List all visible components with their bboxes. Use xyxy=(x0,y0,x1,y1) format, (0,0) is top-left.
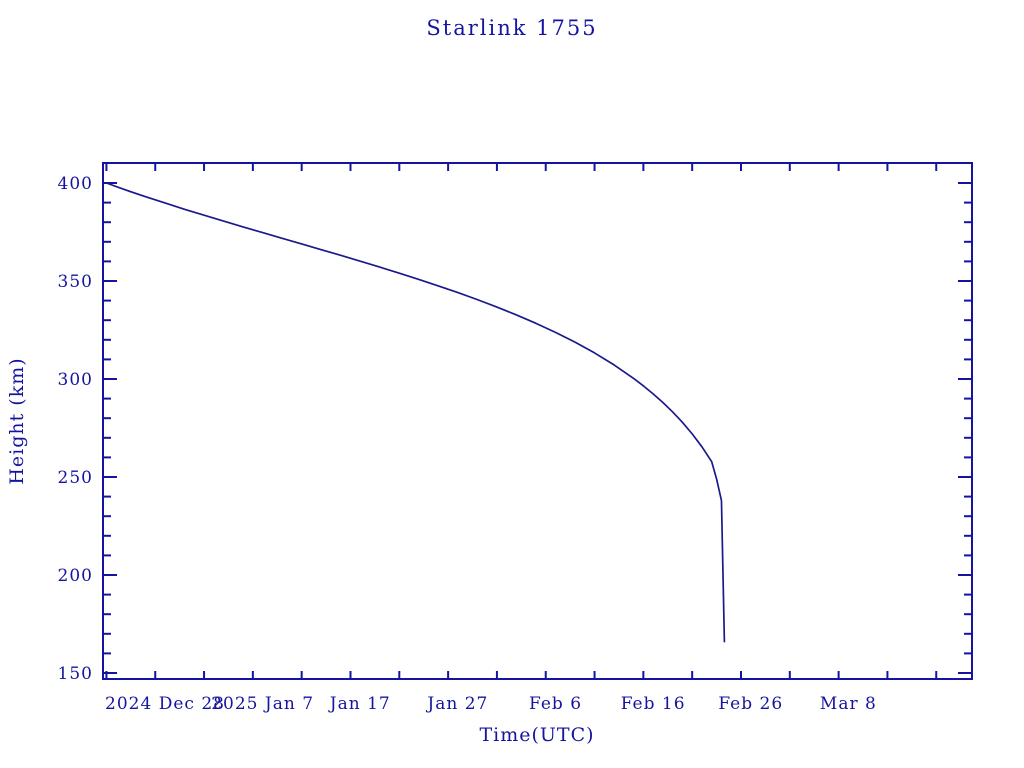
y-axis-tick-labels: 150 200 250 300 350 400 xyxy=(58,174,93,684)
x-tick-label-2025-jan-7: 2025 Jan 7 xyxy=(211,694,314,714)
y-tick-label-400: 400 xyxy=(58,174,93,194)
x-tick-label-feb-16: Feb 16 xyxy=(621,694,686,714)
x-tick-label-feb-26: Feb 26 xyxy=(718,694,783,714)
y-tick-label-150: 150 xyxy=(58,664,93,684)
height-decay-curve xyxy=(105,182,726,643)
plot-frame-rect xyxy=(102,162,973,680)
x-tick-label-jan-27: Jan 27 xyxy=(425,694,488,714)
y-tick-label-250: 250 xyxy=(58,468,93,488)
y-tick-label-350: 350 xyxy=(58,272,93,292)
y-tick-label-300: 300 xyxy=(58,370,93,390)
x-tick-label-feb-6: Feb 6 xyxy=(529,694,582,714)
x-axis-title: Time(UTC) xyxy=(479,724,594,746)
y-axis-ticks xyxy=(103,182,972,674)
y-tick-label-200: 200 xyxy=(58,566,93,586)
plot-frame xyxy=(102,162,973,680)
y-axis-title: Height (km) xyxy=(6,357,28,484)
x-axis-ticks xyxy=(105,163,938,679)
x-tick-label-mar-8: Mar 8 xyxy=(820,694,877,714)
chart-title: Starlink 1755 xyxy=(426,16,598,40)
x-tick-label-jan-17: Jan 17 xyxy=(328,694,391,714)
x-tick-label-2024-dec-28: 2024 Dec 28 xyxy=(105,694,225,714)
